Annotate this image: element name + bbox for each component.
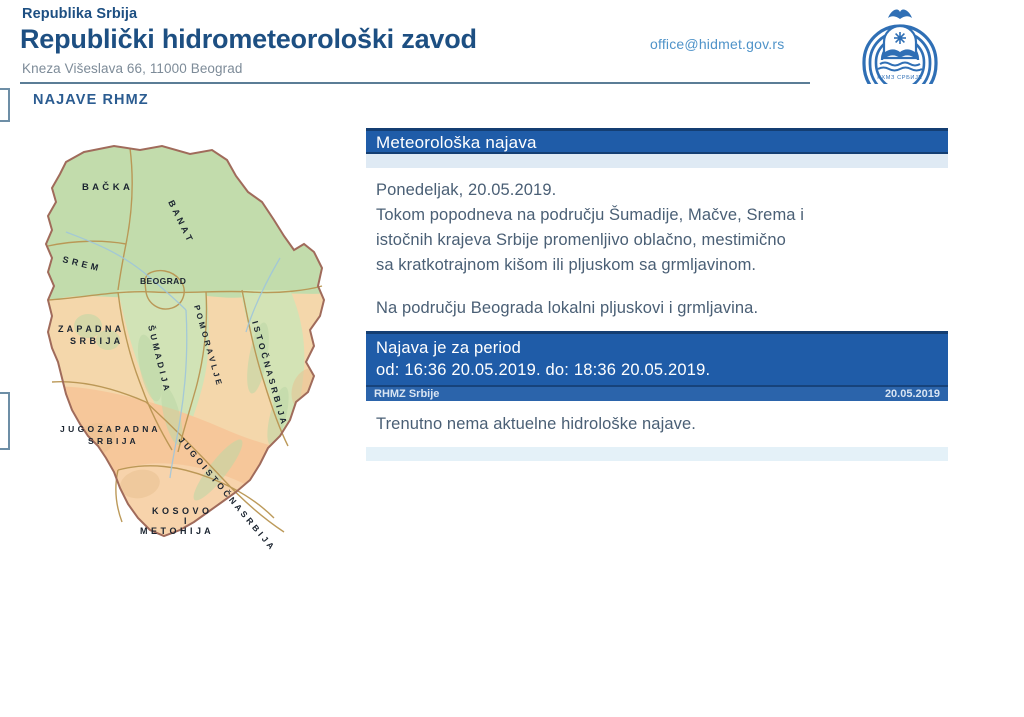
left-accent-bracket-bottom bbox=[0, 392, 10, 450]
forecast-line-2: istočnih krajeva Srbije promenljivo obla… bbox=[376, 231, 786, 249]
period-range: od: 16:36 20.05.2019. do: 18:36 20.05.20… bbox=[376, 361, 711, 379]
map-label-zapadna-2: S R B I J A bbox=[70, 336, 121, 346]
meteorological-announcement-panel: Meteorološka najava Ponedeljak, 20.05.20… bbox=[366, 128, 948, 461]
map-label-zapadna-1: Z A P A D N A bbox=[58, 324, 122, 334]
announcement-body: Ponedeljak, 20.05.2019. Tokom popodneva … bbox=[366, 168, 948, 325]
map-label-kosovo-1: K O S O V O bbox=[152, 506, 210, 516]
belgrade-forecast-line: Na području Beograda lokalni pljuskovi i… bbox=[376, 299, 759, 317]
header-divider bbox=[20, 82, 810, 84]
hydro-date-label: 20.05.2019 bbox=[884, 388, 940, 400]
map-label-kosovo-2: I bbox=[184, 516, 187, 526]
period-title: Najava je za period bbox=[376, 339, 522, 357]
forecast-line-3: sa kratkotrajnom kišom ili pljuskom sa g… bbox=[376, 256, 757, 274]
map-label-kosovo-3: M E T O H I J A bbox=[140, 526, 211, 536]
hydro-message: Trenutno nema aktuelne hidrološke najave… bbox=[376, 415, 696, 433]
map-label-backa: B A Č K A bbox=[82, 181, 130, 193]
announcement-date: Ponedeljak, 20.05.2019. bbox=[376, 181, 557, 199]
announcement-panel-title: Meteorološka najava bbox=[366, 128, 948, 154]
section-heading-najave: NAJAVE RHMZ bbox=[33, 92, 149, 108]
paragraph-gap bbox=[376, 278, 948, 296]
page-title: Republički hidrometeorološki zavod bbox=[20, 24, 477, 54]
forecast-line-1: Tokom popodneva na području Šumadije, Ma… bbox=[376, 206, 805, 224]
site-header: Republika Srbija Republički hidrometeoro… bbox=[0, 0, 1024, 104]
header-address: Kneza Višeslava 66, 11000 Beograd bbox=[22, 61, 243, 76]
map-label-jugozapadna-2: S R B I J A bbox=[88, 436, 136, 446]
hydro-source-bar: RHMZ Srbije 20.05.2019 bbox=[366, 385, 948, 401]
left-accent-bracket-top bbox=[0, 88, 10, 122]
hydro-footer-strip bbox=[366, 447, 948, 461]
hydro-source-label: RHMZ Srbije bbox=[374, 388, 440, 400]
panel-substrip bbox=[366, 154, 948, 168]
map-label-jugozapadna-1: J U G O Z A P A D N A bbox=[60, 424, 158, 434]
header-email-link[interactable]: office@hidmet.gov.rs bbox=[650, 36, 785, 52]
rhmz-logo: РХМЗ СРБИЈЕ bbox=[858, 2, 942, 104]
validity-period-block: Najava je za period od: 16:36 20.05.2019… bbox=[366, 331, 948, 385]
serbia-regions-map[interactable]: B A Č K A B A N A T S R E M BEOGRAD Z A … bbox=[22, 140, 352, 562]
map-label-beograd: BEOGRAD bbox=[140, 276, 186, 286]
logo-caption: РХМЗ СРБИЈЕ bbox=[877, 75, 922, 81]
hydro-announcement-body: Trenutno nema aktuelne hidrološke najave… bbox=[366, 401, 948, 447]
header-country: Republika Srbija bbox=[22, 6, 138, 22]
